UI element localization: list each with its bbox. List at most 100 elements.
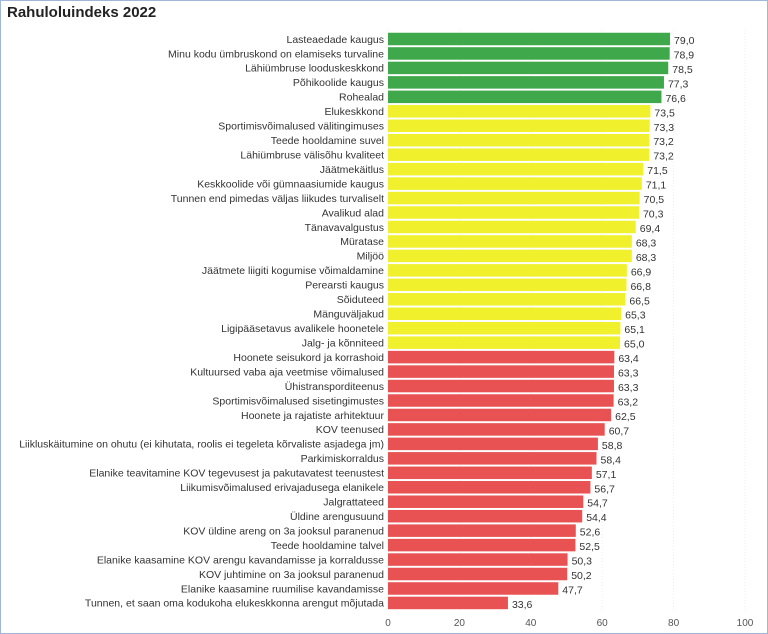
value-label: 69,4 bbox=[640, 223, 661, 235]
category-label: Põhikoolide kaugus bbox=[293, 77, 384, 89]
bar bbox=[388, 61, 669, 75]
value-label: 79,0 bbox=[674, 35, 695, 47]
value-label: 33,6 bbox=[512, 599, 533, 611]
value-label: 63,3 bbox=[618, 368, 639, 380]
x-tick-label: 20 bbox=[454, 618, 466, 629]
bar bbox=[388, 90, 662, 104]
bar bbox=[388, 148, 650, 161]
category-label: Sportimisvõimalused sisetingimustes bbox=[212, 395, 384, 407]
bar bbox=[388, 220, 636, 234]
value-label: 71,1 bbox=[646, 180, 667, 192]
category-label: Sportimisvõimalused välitingimuses bbox=[218, 121, 384, 133]
value-label: 66,5 bbox=[629, 295, 650, 307]
value-label: 63,2 bbox=[618, 397, 639, 409]
value-label: 60,7 bbox=[609, 425, 630, 437]
x-tick-label: 100 bbox=[737, 618, 754, 629]
bar bbox=[388, 495, 584, 508]
category-label: Elanike kaasamine KOV arengu kavandamiss… bbox=[97, 554, 384, 566]
bar bbox=[388, 423, 605, 436]
bar bbox=[388, 379, 614, 393]
bar bbox=[388, 452, 597, 465]
value-label: 54,7 bbox=[587, 498, 608, 510]
value-label: 77,3 bbox=[668, 78, 689, 90]
value-label: 58,8 bbox=[602, 440, 623, 452]
category-label: Elukeskkond bbox=[324, 106, 384, 118]
bar bbox=[388, 321, 621, 335]
category-label: Lasteaedade kaugus bbox=[287, 34, 385, 46]
bar bbox=[388, 177, 642, 190]
category-label: Keskkoolide või gümnaasiumide kaugus bbox=[197, 178, 384, 190]
x-tick-label: 80 bbox=[668, 618, 680, 629]
category-label: Miljöö bbox=[357, 251, 385, 263]
value-label: 70,3 bbox=[643, 209, 664, 221]
value-label: 71,5 bbox=[647, 165, 668, 177]
bar bbox=[388, 524, 576, 537]
value-label: 52,5 bbox=[579, 541, 600, 553]
category-label: Jalg- ja kõnniteed bbox=[302, 337, 384, 349]
value-label: 66,8 bbox=[630, 281, 651, 293]
category-label: Sõiduteed bbox=[337, 294, 384, 306]
value-label: 78,9 bbox=[674, 49, 695, 61]
bar bbox=[388, 293, 626, 306]
category-label: Rohealad bbox=[339, 92, 384, 104]
category-label: Kultuursed vaba aja veetmise võimalused bbox=[190, 366, 384, 378]
value-label: 73,2 bbox=[653, 151, 674, 163]
chart-title: Rahuloluindeks 2022 bbox=[7, 4, 157, 21]
value-label: 73,5 bbox=[654, 107, 675, 119]
bar bbox=[388, 307, 622, 320]
category-label: Tunnen end pimedas väljas liikudes turva… bbox=[171, 193, 384, 205]
category-label: Lähiümbruse välisõhu kvaliteet bbox=[240, 149, 384, 161]
category-label: Avalikud alad bbox=[322, 207, 384, 219]
value-label: 50,2 bbox=[571, 570, 592, 582]
category-label: Tunnen, et saan oma kodukoha elukeskkonn… bbox=[85, 598, 384, 610]
value-label: 50,3 bbox=[572, 556, 593, 568]
bar bbox=[388, 596, 508, 610]
bar bbox=[388, 509, 583, 523]
x-tick-label: 0 bbox=[385, 618, 391, 629]
bar bbox=[388, 437, 598, 451]
category-label: Üldine arengusuund bbox=[290, 511, 384, 523]
value-label: 78,5 bbox=[672, 64, 693, 76]
bar bbox=[388, 481, 591, 494]
value-label: 52,6 bbox=[580, 527, 601, 539]
category-label: Ühistranspordi­teenus bbox=[285, 381, 384, 393]
bar bbox=[388, 249, 632, 263]
bar bbox=[388, 408, 612, 422]
category-label: Hoonete seisukord ja korrashoid bbox=[233, 352, 384, 364]
category-label: Teede hooldamine suvel bbox=[271, 135, 384, 147]
value-label: 65,0 bbox=[624, 339, 645, 351]
bar bbox=[388, 264, 627, 277]
bar bbox=[388, 32, 671, 46]
bar bbox=[388, 105, 651, 118]
category-label: Teede hooldamine talvel bbox=[271, 540, 384, 552]
category-label: Elanike kaasamine ruumilise kavandamisse bbox=[181, 583, 384, 595]
category-label: Lähiümbruse looduskeskkond bbox=[245, 63, 384, 75]
category-label: Mänguväljakud bbox=[313, 309, 384, 321]
value-label: 65,1 bbox=[624, 324, 645, 336]
category-label: KOV teenused bbox=[316, 424, 384, 436]
value-label: 54,4 bbox=[586, 512, 607, 524]
category-label: KOV üldine areng on 3a jooksul paranenud bbox=[183, 525, 384, 537]
category-label: Tänavavalgustus bbox=[305, 222, 384, 234]
category-label: Liikluskäitumine on ohutu (ei kihutata, … bbox=[19, 439, 384, 451]
bar bbox=[388, 466, 592, 480]
category-label: Jäätmekäitlus bbox=[320, 164, 384, 176]
bar bbox=[388, 76, 664, 89]
value-label: 57,1 bbox=[596, 469, 617, 481]
bar bbox=[388, 162, 644, 176]
category-label: Jäätmete liigiti kogumise võimaldamine bbox=[202, 265, 384, 277]
value-label: 76,6 bbox=[665, 93, 686, 105]
value-label: 58,4 bbox=[600, 454, 621, 466]
value-label: 63,3 bbox=[618, 382, 639, 394]
bar bbox=[388, 538, 576, 552]
bar bbox=[388, 394, 614, 407]
x-tick-label: 60 bbox=[597, 618, 609, 629]
value-label: 66,9 bbox=[631, 266, 652, 278]
bar bbox=[388, 582, 559, 595]
bar bbox=[388, 350, 615, 364]
category-label: Müratase bbox=[340, 236, 384, 248]
category-label: Parkimiskorraldus bbox=[301, 453, 384, 465]
value-label: 70,5 bbox=[644, 194, 665, 206]
category-label: Liikumisvõimalused erivajadusega elanike… bbox=[180, 482, 384, 494]
